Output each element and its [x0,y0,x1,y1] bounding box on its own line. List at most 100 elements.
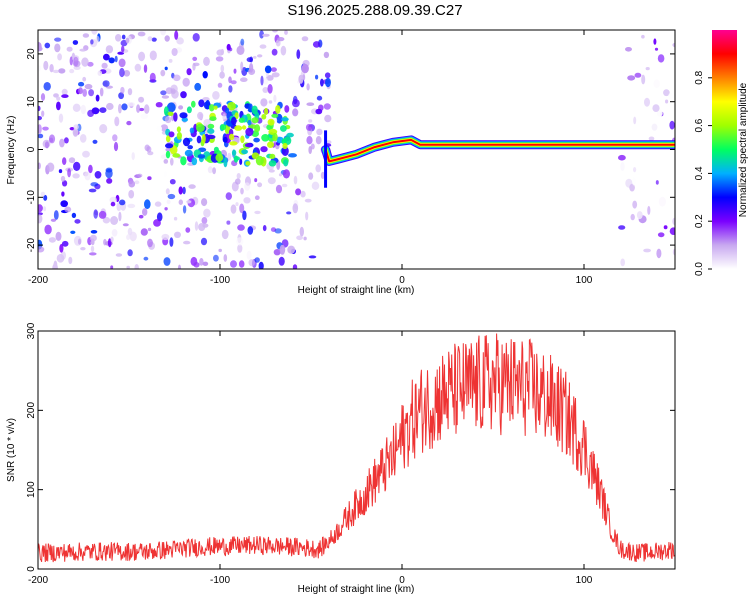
spectrogram-cluster-blob [282,142,288,150]
spectrogram-noise-blob [244,182,251,191]
spectrogram-noise-blob [66,46,73,52]
spectrogram-noise-blob [108,57,115,64]
spectrogram-cluster-blob [234,125,243,131]
spectrogram-noise-blob [84,83,93,90]
spectrogram-noise-blob [110,265,114,269]
spectrogram-cluster-blob [215,153,224,162]
spectrogram-noise-blob [72,173,80,179]
spectrogram-noise-blob [169,237,174,247]
spectrogram-cluster-blob [245,127,254,137]
spectrogram-cluster-blob [254,124,261,133]
spectrogram-noise-blob [324,72,331,79]
spectrogram-cluster-blob [179,112,188,119]
spectrogram-noise-blob [305,123,313,131]
spectrogram-cluster-blob [209,116,217,121]
spectrogram-noise-blob [123,70,131,77]
spectrogram-cluster-blob [208,104,215,112]
spectrogram-noise-blob [56,96,61,101]
spectrogram-noise-blob [169,179,176,185]
spectrogram-noise-blob [72,103,81,113]
spectrogram-noise-blob [240,77,248,82]
spectrogram-cluster-blob [172,153,181,158]
spectrogram-noise-blob [42,126,49,131]
spectrogram-cluster-blob [231,116,237,126]
spectrogram-noise-blob [222,113,226,121]
spectrogram-noise-blob [127,88,133,96]
spectrogram-noise-blob [156,212,163,222]
spectrogram-cluster-blob [223,157,228,168]
spectrogram-noise-blob [165,188,170,195]
spectrogram-noise-blob [82,88,87,97]
spectrogram-x-tick-label: -200 [28,275,48,286]
spectrogram-noise-blob [155,102,163,108]
spectrogram-noise-blob [71,212,77,218]
spectrogram-noise-blob [147,238,153,248]
spectrogram-noise-blob [259,44,267,49]
spectrogram-noise-blob [60,251,66,260]
spectrogram-y-tick-label: 10 [26,96,37,108]
spectrogram-cluster-blob [233,155,239,163]
spectrogram-noise-blob [79,48,87,52]
spectrogram-noise-blob [186,68,192,76]
spectrogram-noise-blob [652,104,660,112]
spectrogram-cluster-blob [267,118,275,126]
spectrogram-cluster-blob [271,113,279,118]
spectrogram-noise-blob [174,231,181,238]
spectrogram-noise-blob [106,102,114,111]
spectrogram-cluster-blob [241,149,249,155]
spectrogram-cluster-blob [251,105,258,115]
spectrogram-noise-blob [93,209,98,219]
spectrogram-noise-blob [126,265,130,269]
spectrogram-cluster-blob [241,125,247,130]
colorbar-tick-label: 0.6 [694,118,705,132]
spectrogram-noise-blob [49,63,54,73]
spectrogram-noise-blob [103,53,110,61]
spectrogram-noise-blob [82,150,90,158]
spectrogram-noise-blob [633,167,637,173]
spectrogram-noise-blob [127,203,136,209]
spectrogram-noise-blob [221,229,229,240]
spectrogram-noise-blob [138,214,144,219]
spectrogram-y-tick-label: -20 [26,237,37,252]
spectrogram-noise-blob [114,116,120,127]
colorbar-tick-label: 0.4 [694,166,705,180]
spectrogram-noise-blob [88,164,93,174]
spectrogram-noise-blob [299,226,304,237]
spectrogram-noise-blob [118,92,124,100]
spectrogram-cluster-blob [268,160,277,167]
spectrogram-noise-blob [126,120,132,126]
spectrogram-noise-blob [296,49,301,60]
spectrogram-noise-blob [658,196,667,207]
spectrogram-noise-blob [257,182,263,188]
snr-frame [37,330,676,570]
spectrogram-noise-blob [44,42,51,49]
spectrogram-noise-blob [95,94,100,102]
spectrogram-noise-blob [264,65,272,74]
spectrogram-noise-blob [110,216,119,225]
spectrogram-cluster-blob [286,132,294,138]
spectrogram-noise-blob [176,37,184,45]
spectrogram-x-tick-label: -100 [210,275,230,286]
snr-y-label: SNR (10 * v/v) [6,418,17,482]
spectrogram-noise-blob [284,105,290,113]
spectrogram-noise-blob [43,194,48,201]
spectrogram-noise-blob [160,90,167,96]
spectrogram-cluster-blob [213,105,218,110]
spectrogram-noise-blob [48,237,57,243]
spectrogram-noise-blob [170,88,176,95]
spectrogram-noise-blob [200,237,208,246]
spectrogram-noise-blob [153,219,161,227]
spectrogram-noise-blob [217,82,223,88]
spectrogram-noise-blob [98,210,107,219]
spectrogram-noise-blob [89,234,97,242]
spectrogram-noise-blob [192,33,200,42]
spectrogram-noise-blob [273,94,277,103]
spectrogram-noise-blob [223,254,228,262]
spectrogram-noise-blob [239,203,245,214]
spectrogram-noise-blob [669,227,675,235]
spectrogram-cluster-blob [163,106,169,116]
spectrogram-noise-blob [192,56,198,62]
spectrogram-noise-blob [292,264,298,269]
spectrogram-noise-blob [43,82,51,91]
spectrogram-noise-blob [43,206,47,212]
